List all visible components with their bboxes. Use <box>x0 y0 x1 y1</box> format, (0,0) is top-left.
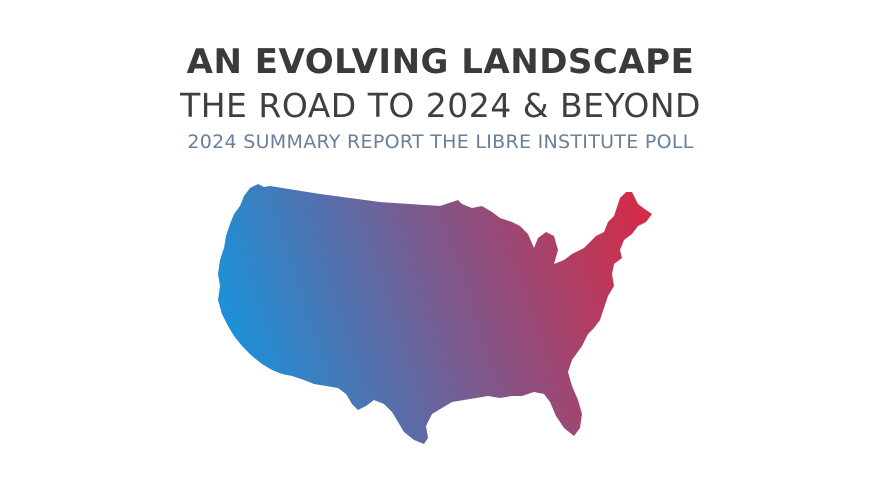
page-title: AN EVOLVING LANDSCAPE <box>186 42 695 82</box>
page-subtitle: THE ROAD TO 2024 & BEYOND <box>180 86 701 125</box>
us-map-icon <box>218 184 652 444</box>
us-map-shape <box>218 184 652 444</box>
report-line: 2024 SUMMARY REPORT THE LIBRE INSTITUTE … <box>187 131 694 153</box>
us-map-graphic <box>200 178 680 456</box>
